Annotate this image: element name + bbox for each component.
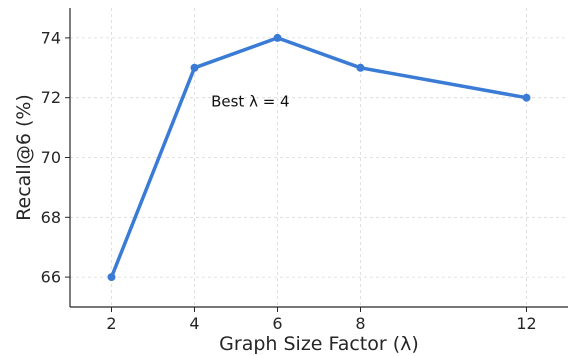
data-point bbox=[273, 33, 282, 42]
x-axis-title: Graph Size Factor (λ) bbox=[219, 333, 419, 355]
y-tick-label: 74 bbox=[41, 28, 61, 47]
best-lambda-annotation: Best λ = 4 bbox=[211, 93, 290, 111]
grid bbox=[70, 8, 568, 307]
data-point bbox=[522, 93, 531, 102]
data-point bbox=[356, 63, 365, 72]
y-axis-title: Recall@6 (%) bbox=[13, 94, 35, 221]
x-tick-label: 6 bbox=[272, 314, 282, 333]
y-tick-label: 68 bbox=[41, 208, 61, 227]
data-point bbox=[107, 273, 116, 282]
x-tick-label: 12 bbox=[516, 314, 536, 333]
series bbox=[107, 33, 531, 282]
x-tick-label: 2 bbox=[106, 314, 116, 333]
x-tick-label: 8 bbox=[355, 314, 365, 333]
data-point bbox=[190, 63, 199, 72]
y-tick-label: 72 bbox=[41, 88, 61, 107]
x-tick-label: 4 bbox=[189, 314, 199, 333]
y-tick-label: 70 bbox=[41, 148, 61, 167]
y-tick-label: 66 bbox=[41, 268, 61, 287]
